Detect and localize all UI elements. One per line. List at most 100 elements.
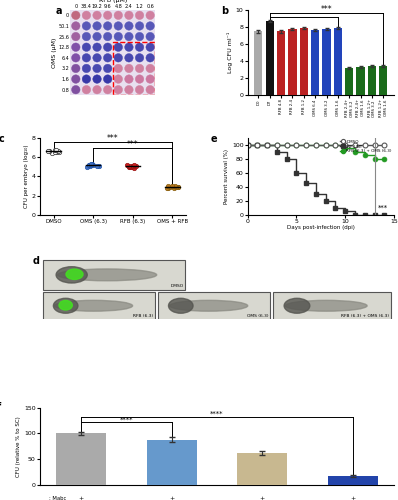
Text: ****: **** (119, 416, 133, 422)
Bar (328, 476, 378, 485)
Circle shape (72, 11, 80, 20)
Bar (311, 30, 319, 95)
Point (90, 160, 97, 168)
Circle shape (93, 43, 101, 52)
Text: RFB (6.3): RFB (6.3) (133, 314, 153, 318)
Circle shape (103, 22, 112, 30)
Circle shape (114, 32, 123, 41)
Circle shape (114, 43, 123, 52)
Circle shape (103, 54, 112, 62)
Bar (277, 32, 285, 95)
Circle shape (146, 11, 154, 20)
Bar (289, 28, 297, 95)
Point (86, 162, 93, 170)
Text: DMSO: DMSO (170, 284, 183, 288)
FancyBboxPatch shape (43, 260, 185, 290)
Circle shape (125, 75, 133, 84)
Text: : Mabc: : Mabc (49, 496, 66, 500)
Point (126, 162, 133, 170)
Point (87, 162, 93, 170)
Circle shape (125, 43, 133, 52)
Text: d: d (33, 256, 40, 266)
Circle shape (72, 43, 80, 52)
Point (175, 183, 181, 191)
Circle shape (125, 32, 133, 41)
Point (55, 146, 61, 154)
Point (46, 147, 53, 155)
Text: OMS (6.3): OMS (6.3) (247, 314, 268, 318)
Circle shape (114, 86, 123, 94)
Point (175, 184, 181, 192)
Y-axis label: OMS (μM): OMS (μM) (52, 38, 57, 68)
Circle shape (135, 32, 144, 41)
Circle shape (82, 54, 91, 62)
Ellipse shape (59, 300, 72, 310)
Circle shape (82, 64, 91, 72)
Point (96, 162, 102, 170)
Text: +: + (78, 496, 84, 500)
Circle shape (93, 86, 101, 94)
Circle shape (125, 22, 133, 30)
Circle shape (82, 11, 91, 20)
Circle shape (146, 64, 154, 72)
Point (173, 183, 179, 191)
Point (49, 148, 55, 156)
Circle shape (135, 11, 144, 20)
Circle shape (93, 22, 101, 30)
Circle shape (82, 86, 91, 94)
Bar (334, 28, 342, 95)
Point (89, 160, 96, 168)
Circle shape (82, 22, 91, 30)
Circle shape (125, 64, 133, 72)
Point (167, 182, 173, 190)
Bar (300, 28, 308, 95)
Circle shape (103, 86, 112, 94)
Text: ***: *** (127, 140, 139, 149)
Circle shape (103, 75, 112, 84)
Ellipse shape (66, 269, 83, 280)
Point (131, 164, 137, 172)
Circle shape (72, 64, 80, 72)
Circle shape (93, 54, 101, 62)
Circle shape (135, 43, 144, 52)
Circle shape (135, 64, 144, 72)
Point (129, 162, 135, 170)
Circle shape (125, 54, 133, 62)
Y-axis label: CFU per embryo (log₁₀): CFU per embryo (log₁₀) (24, 144, 29, 208)
Circle shape (146, 43, 154, 52)
Circle shape (125, 11, 133, 20)
Point (127, 163, 133, 171)
Point (164, 184, 170, 192)
Point (133, 162, 139, 170)
Circle shape (103, 64, 112, 72)
Bar (237, 453, 287, 485)
Point (46, 148, 53, 156)
Text: c: c (0, 134, 4, 144)
Circle shape (103, 11, 112, 20)
Circle shape (93, 75, 101, 84)
Text: RFB (6.3) + OMS (6.3): RFB (6.3) + OMS (6.3) (341, 314, 389, 318)
Circle shape (114, 11, 123, 20)
Text: ****: **** (210, 411, 224, 417)
Legend: DMSO, INF UNT, RFB (6.3) + OMS (6.3): DMSO, INF UNT, RFB (6.3) + OMS (6.3) (340, 140, 392, 153)
Circle shape (146, 75, 154, 84)
Circle shape (146, 22, 154, 30)
Ellipse shape (53, 298, 78, 314)
Point (165, 184, 172, 192)
Text: ***: *** (377, 204, 388, 210)
X-axis label: RFB (μM): RFB (μM) (99, 0, 127, 3)
Ellipse shape (58, 269, 157, 281)
Point (94, 162, 100, 170)
Point (168, 182, 175, 190)
FancyBboxPatch shape (43, 292, 155, 320)
Circle shape (103, 43, 112, 52)
Text: b: b (221, 6, 228, 16)
Circle shape (114, 75, 123, 84)
Circle shape (93, 64, 101, 72)
Point (130, 162, 136, 170)
Bar (56, 434, 106, 485)
Y-axis label: Log CFU ml⁻¹: Log CFU ml⁻¹ (227, 32, 233, 73)
Bar (113, 42, 155, 95)
Circle shape (125, 86, 133, 94)
Bar (265, 21, 274, 95)
